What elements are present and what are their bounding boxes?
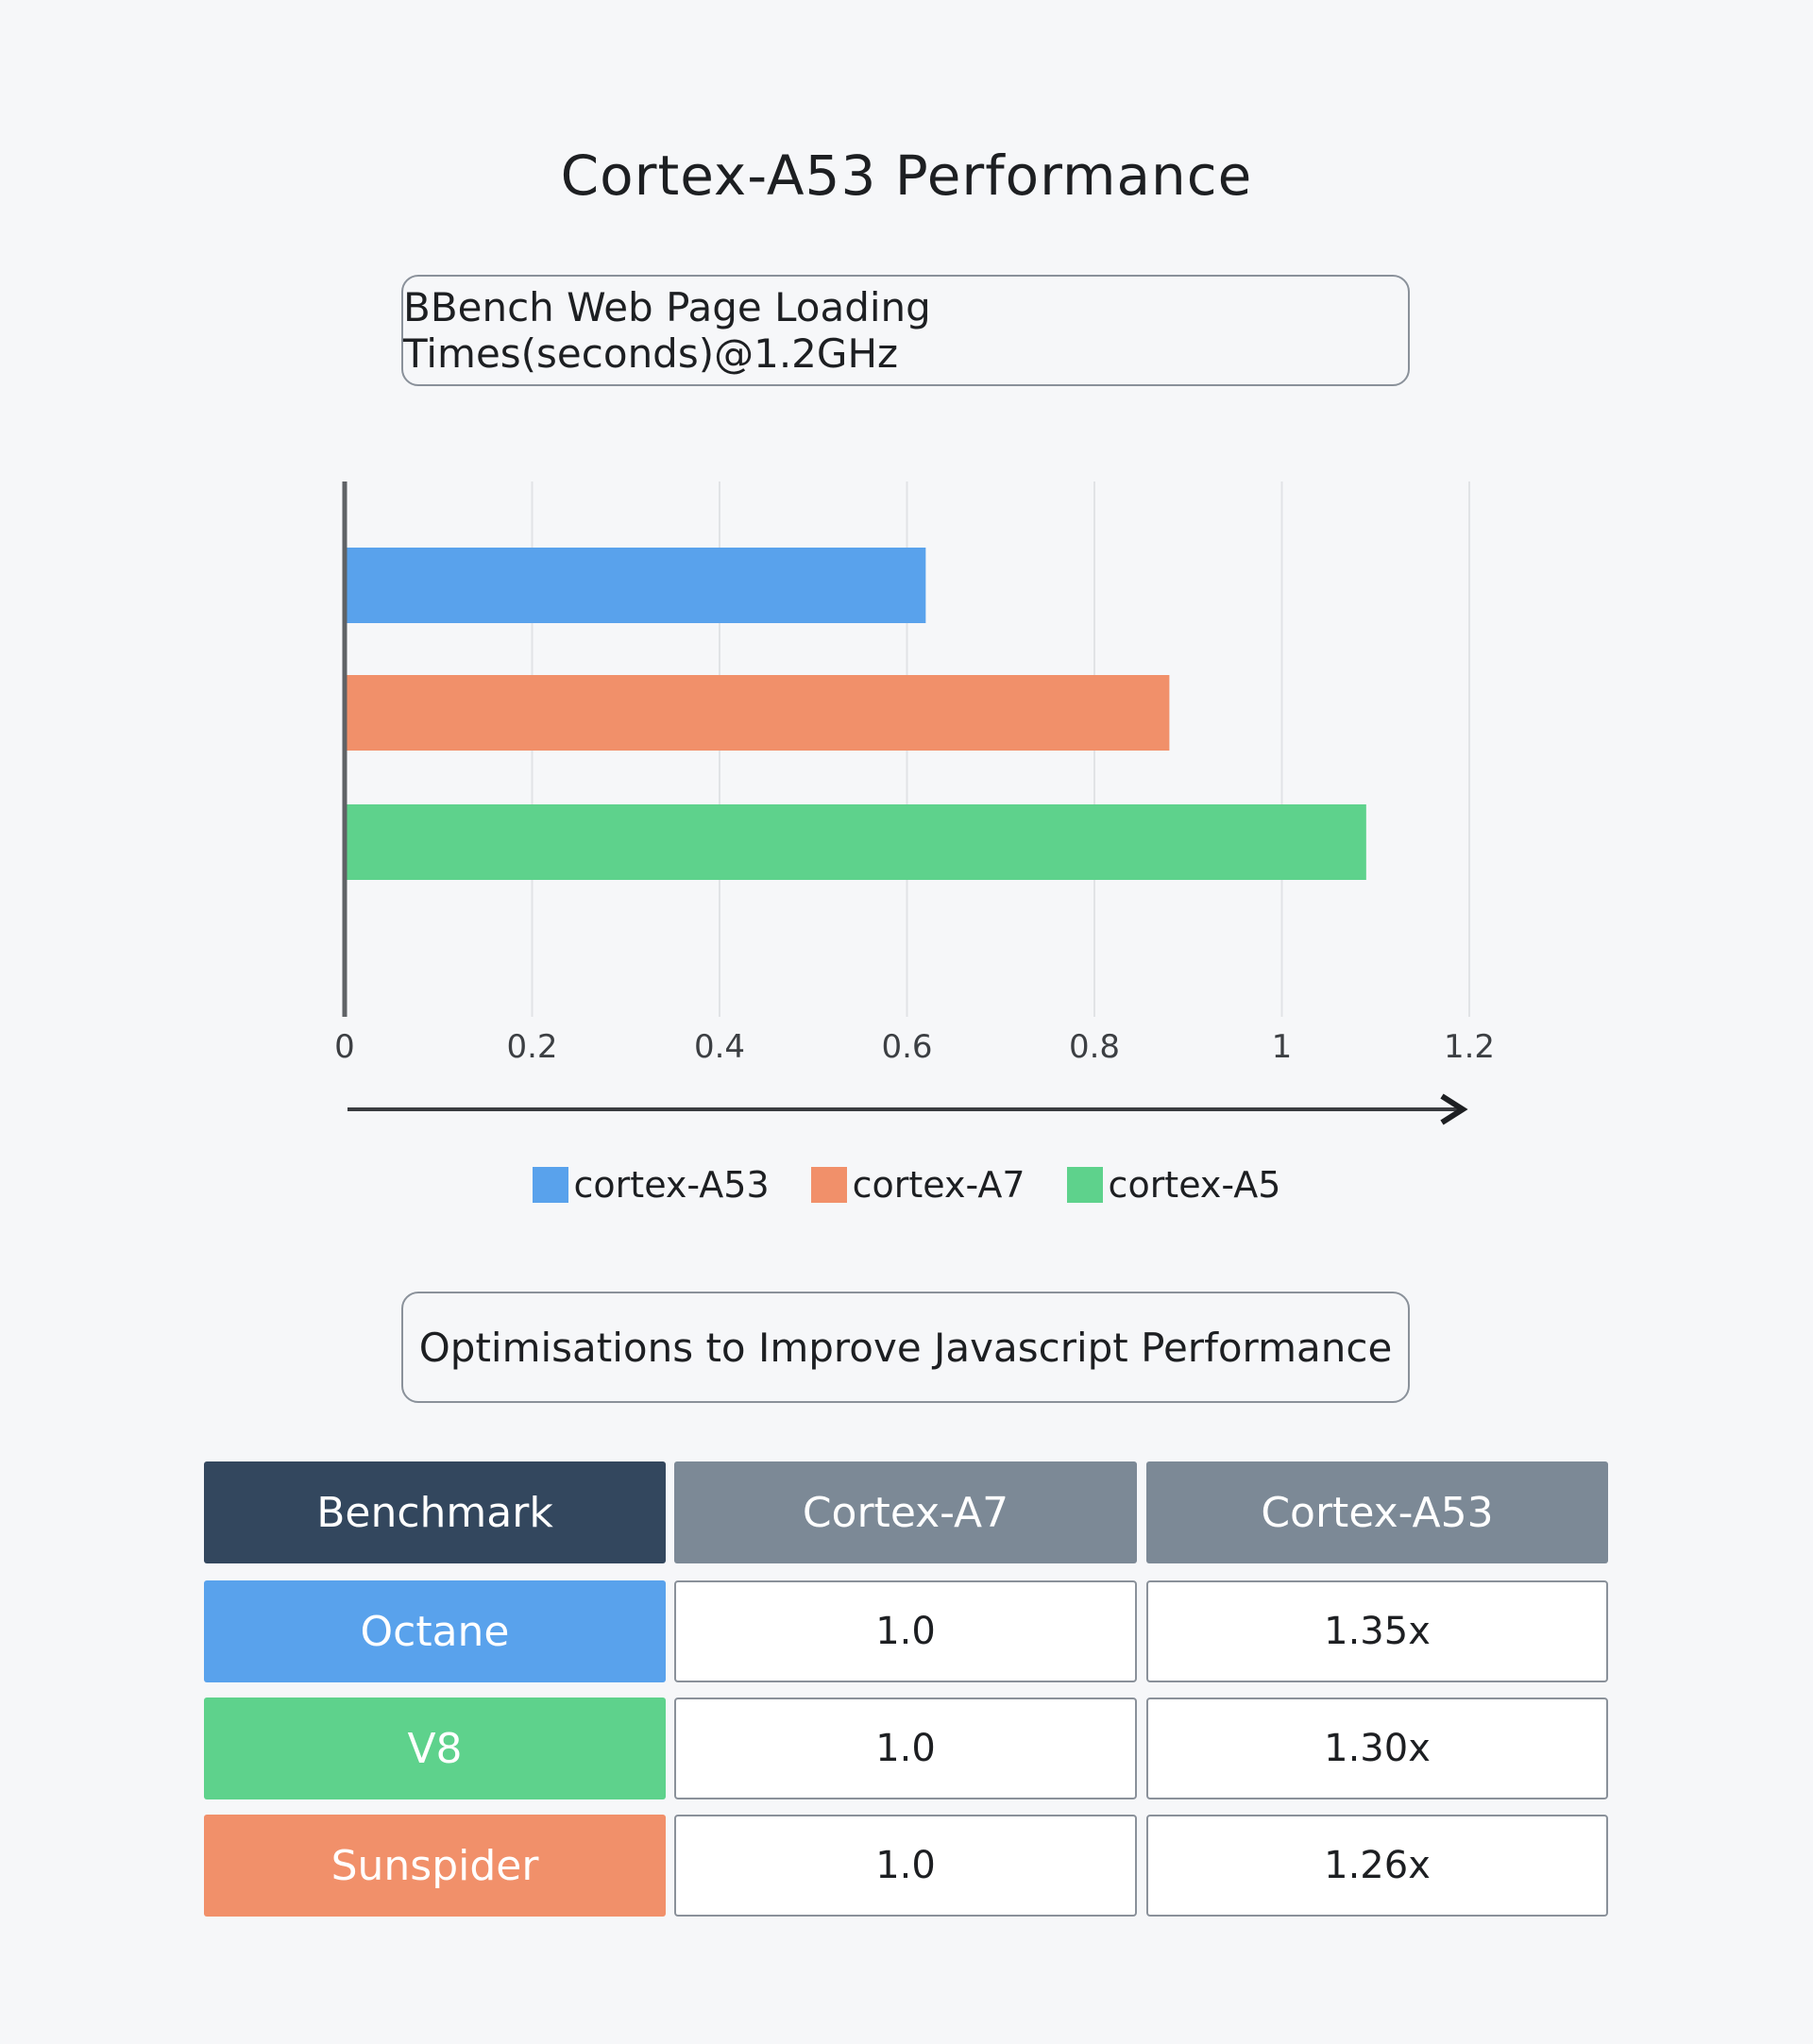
- x-tick-label: 0.2: [506, 1028, 557, 1066]
- legend-swatch-a53: [532, 1167, 568, 1203]
- x-tick-label: 0: [334, 1028, 355, 1066]
- chart-title: BBench Web Page Loading Times(seconds)@1…: [403, 284, 931, 377]
- legend-item-a53: cortex-A53: [532, 1164, 770, 1206]
- row-label-octane: Octane: [204, 1580, 666, 1682]
- header-cortex-a7: Cortex-A7: [674, 1461, 1137, 1563]
- x-tick-label: 0.8: [1069, 1028, 1120, 1066]
- legend-swatch-a7: [810, 1167, 847, 1203]
- legend-label-a7: cortex-A7: [852, 1164, 1025, 1206]
- chart-legend: cortex-A53 cortex-A7 cortex-A5: [0, 1164, 1813, 1206]
- cell-octane-a7: 1.0: [674, 1580, 1137, 1682]
- x-tick-label: 1: [1272, 1028, 1293, 1066]
- page-title: Cortex-A53 Performance: [560, 144, 1253, 208]
- cell-sunspider-a53: 1.26x: [1146, 1815, 1608, 1917]
- legend-label-a53: cortex-A53: [573, 1164, 770, 1206]
- legend-item-a7: cortex-A7: [810, 1164, 1025, 1206]
- table-title: Optimisations to Improve Javascript Perf…: [418, 1324, 1393, 1371]
- bar-cortex-a7: [345, 675, 1170, 751]
- cell-v8-a7: 1.0: [674, 1698, 1137, 1799]
- chart-title-box: BBench Web Page Loading Times(seconds)@1…: [401, 275, 1410, 386]
- cell-v8-a53: 1.30x: [1146, 1698, 1608, 1799]
- cell-sunspider-a7: 1.0: [674, 1815, 1137, 1917]
- legend-item-a5: cortex-A5: [1066, 1164, 1281, 1206]
- table-title-box: Optimisations to Improve Javascript Perf…: [401, 1292, 1410, 1403]
- row-label-v8: V8: [204, 1698, 666, 1799]
- bar-chart: 0 0.2 0.4 0.6 0.8 1 1.2: [334, 481, 1495, 1125]
- legend-label-a5: cortex-A5: [1108, 1164, 1281, 1206]
- bar-cortex-a53: [345, 548, 926, 623]
- legend-swatch-a5: [1066, 1167, 1103, 1203]
- x-tick-label: 0.6: [881, 1028, 932, 1066]
- x-tick-label: 0.4: [694, 1028, 745, 1066]
- arrow-head-icon: [1440, 1093, 1468, 1125]
- header-benchmark: Benchmark: [204, 1461, 666, 1563]
- cell-octane-a53: 1.35x: [1146, 1580, 1608, 1682]
- bar-cortex-a5: [345, 804, 1366, 880]
- header-cortex-a53: Cortex-A53: [1146, 1461, 1608, 1563]
- row-label-sunspider: Sunspider: [204, 1815, 666, 1917]
- x-tick-label: 1.2: [1444, 1028, 1495, 1066]
